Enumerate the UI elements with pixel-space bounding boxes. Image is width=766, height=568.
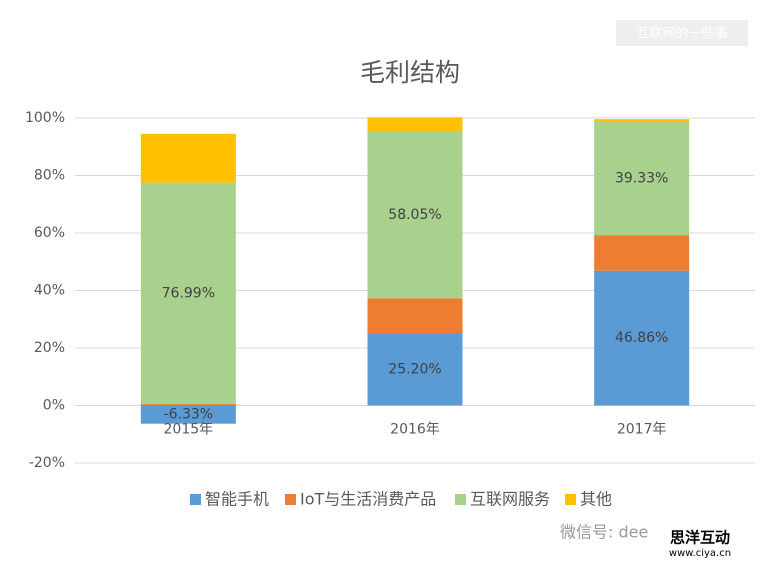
watermark-box: [616, 20, 748, 46]
x-tick-label: 2017年: [617, 422, 667, 438]
watermark: 思洋互动: [670, 529, 730, 547]
bar-segment: [594, 270, 690, 406]
watermark: 微信号: dee: [560, 523, 648, 542]
bar-segment: [594, 122, 690, 236]
chart-title: 毛利结构: [360, 58, 460, 87]
bar-segment: [594, 119, 690, 123]
bar-segment: [367, 333, 463, 406]
bar-segment: [140, 405, 236, 424]
y-tick-label: -20%: [29, 455, 65, 471]
y-tick-label: 100%: [25, 110, 65, 126]
legend-label: 其他: [580, 490, 612, 509]
data-label: 76.99%: [162, 285, 215, 301]
bar-segment: [140, 133, 236, 183]
bar-segment: [594, 235, 690, 271]
x-tick-label: 2015年: [164, 422, 214, 438]
bar-segment: [367, 298, 463, 334]
data-label: 39.33%: [615, 171, 668, 187]
legend-swatch: [455, 494, 466, 505]
y-tick-label: 0%: [43, 398, 65, 414]
data-label: 46.86%: [615, 330, 668, 346]
legend-label: IoT与生活消费产品: [300, 490, 436, 509]
legend-label: 智能手机: [205, 490, 269, 509]
data-label: -6.33%: [164, 407, 214, 423]
data-label: 58.05%: [388, 207, 441, 223]
y-tick-label: 20%: [34, 340, 65, 356]
legend-swatch: [565, 494, 576, 505]
watermark-box: [654, 528, 746, 560]
x-tick-label: 2016年: [390, 422, 440, 438]
bar-segment: [140, 182, 236, 405]
y-tick-label: 40%: [34, 283, 65, 299]
y-tick-label: 80%: [34, 168, 65, 184]
data-label: 25.20%: [388, 361, 441, 377]
legend-swatch: [285, 494, 296, 505]
watermark: 互联网的一些事: [636, 26, 727, 42]
bar-segment: [367, 117, 463, 132]
bar-segment: [140, 404, 236, 406]
legend-swatch: [190, 494, 201, 505]
legend-label: 互联网服务: [470, 490, 550, 509]
bar-segment: [367, 131, 463, 299]
y-tick-label: 60%: [34, 225, 65, 241]
watermark: www.ciya.cn: [669, 548, 731, 559]
